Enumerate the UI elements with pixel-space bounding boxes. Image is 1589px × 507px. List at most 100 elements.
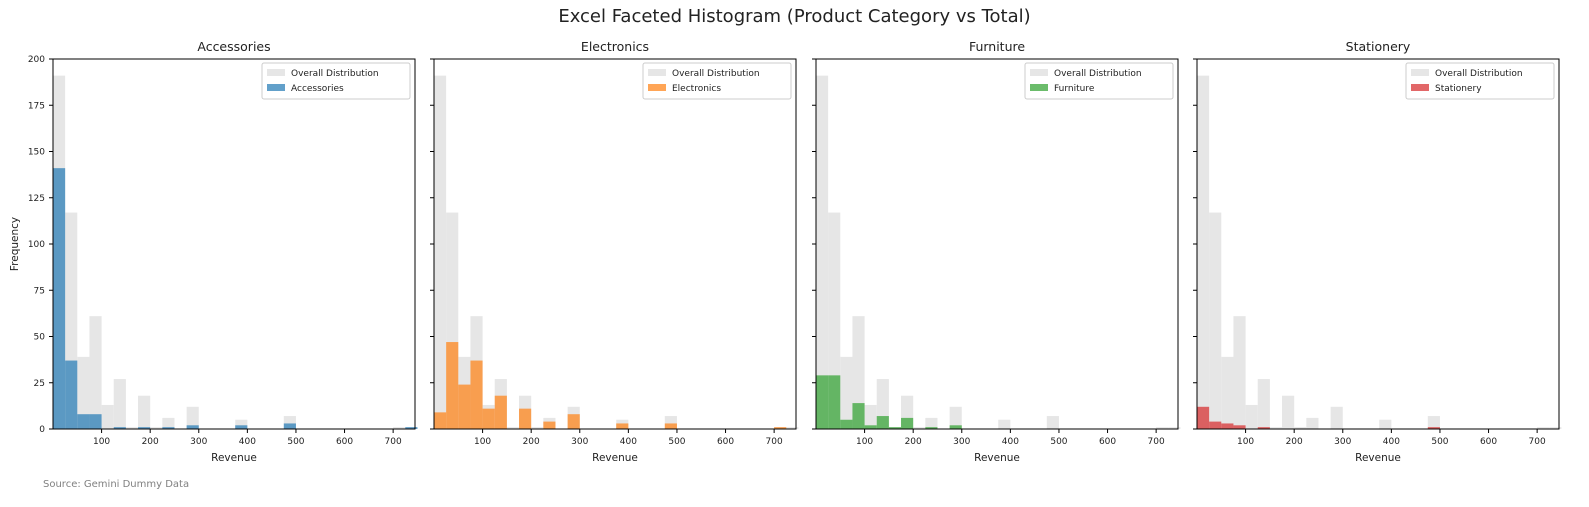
- x-tick-label: 700: [1148, 437, 1165, 447]
- x-tick-label: 400: [1002, 437, 1019, 447]
- x-tick-label: 400: [1383, 437, 1400, 447]
- panel-frame: [815, 58, 1179, 430]
- overall-bar: [1549, 427, 1562, 429]
- legend-swatch-overall: [648, 69, 666, 76]
- legend-label-overall: Overall Distribution: [672, 69, 760, 79]
- legend-label-accessories: Accessories: [291, 84, 344, 94]
- accessories-bar: [113, 427, 126, 429]
- overall-bar: [1330, 406, 1343, 429]
- furniture-bar: [888, 427, 902, 429]
- x-tick-label: 600: [336, 437, 353, 447]
- accessories-bar: [162, 427, 175, 429]
- x-tick-label: 600: [717, 437, 734, 447]
- x-tick-label: 200: [905, 437, 922, 447]
- x-tick-label: 100: [1237, 437, 1254, 447]
- furniture-bar: [864, 425, 877, 429]
- overall-bar: [786, 427, 799, 429]
- x-tick-label: 500: [1431, 437, 1448, 447]
- legend-box: [261, 62, 411, 100]
- overall-bar: [186, 406, 199, 429]
- furniture-bar: [852, 403, 865, 429]
- x-tick-label: 400: [239, 437, 256, 447]
- accessories-bar: [53, 168, 66, 429]
- accessories-bar: [235, 425, 248, 429]
- y-tick-label: 125: [28, 194, 45, 204]
- stationery-bar: [1221, 423, 1234, 429]
- overall-bar: [150, 427, 163, 429]
- accessories-bar: [186, 425, 199, 429]
- stationery-bar: [1209, 421, 1222, 429]
- figure-title: Excel Faceted Histogram (Product Categor…: [558, 6, 1031, 27]
- electronics-bar: [494, 395, 507, 429]
- panel-frame: [1196, 58, 1560, 430]
- x-axis-label: Revenue: [1355, 452, 1401, 464]
- x-tick-label: 300: [571, 437, 588, 447]
- legend-label-overall: Overall Distribution: [291, 69, 379, 79]
- overall-bar: [138, 395, 151, 429]
- overall-bar: [434, 75, 447, 430]
- legend-swatch-overall: [267, 69, 285, 76]
- electronics-bar: [434, 412, 447, 429]
- panel-frame: [433, 58, 797, 430]
- electronics-bar: [543, 421, 556, 429]
- legend-swatch-accessories: [267, 84, 285, 91]
- overall-bar: [1282, 395, 1295, 429]
- y-tick-label: 25: [34, 379, 45, 389]
- overall-bar: [89, 316, 102, 429]
- legend-swatch-overall: [1030, 69, 1048, 76]
- y-tick-label: 200: [28, 55, 45, 65]
- y-tick-label: 175: [28, 101, 45, 111]
- x-tick-label: 200: [142, 437, 159, 447]
- x-tick-label: 400: [620, 437, 637, 447]
- legend-swatch-electronics: [648, 84, 666, 91]
- furniture-bar: [816, 375, 829, 429]
- x-tick-label: 600: [1480, 437, 1497, 447]
- legend-label-stationery: Stationery: [1435, 84, 1482, 94]
- overall-bar: [925, 417, 938, 429]
- overall-bar: [1168, 427, 1181, 429]
- furniture-bar: [828, 375, 841, 429]
- x-tick-label: 700: [1529, 437, 1546, 447]
- x-tick-label: 100: [856, 437, 873, 447]
- accessories-bar: [283, 423, 296, 429]
- x-tick-label: 300: [1334, 437, 1351, 447]
- electronics-bar: [774, 427, 787, 429]
- overall-bar: [1537, 427, 1550, 429]
- stationery-bar: [1427, 427, 1440, 429]
- overall-bar: [913, 427, 926, 429]
- x-tick-label: 700: [385, 437, 402, 447]
- panel-title-accessories: Accessories: [197, 39, 270, 54]
- x-tick-label: 700: [766, 437, 783, 447]
- overall-bar: [393, 427, 406, 429]
- overall-bar: [1245, 404, 1258, 429]
- overall-bar: [1427, 416, 1440, 429]
- overall-bar: [949, 406, 962, 429]
- legend-box: [1405, 62, 1555, 100]
- panel-title-stationery: Stationery: [1346, 39, 1411, 54]
- electronics-bar: [616, 423, 629, 429]
- legend-box: [1024, 62, 1174, 100]
- x-tick-label: 300: [953, 437, 970, 447]
- overall-bar: [506, 427, 520, 429]
- x-tick-label: 600: [1099, 437, 1116, 447]
- accessories-bar: [77, 414, 90, 429]
- electronics-bar: [519, 408, 532, 429]
- overall-bar: [125, 427, 139, 429]
- overall-bar: [1156, 427, 1169, 429]
- x-tick-label: 500: [287, 437, 304, 447]
- electronics-bar: [664, 423, 677, 429]
- source-note: Source: Gemini Dummy Data: [43, 479, 190, 490]
- x-tick-label: 200: [1286, 437, 1303, 447]
- panel-title-furniture: Furniture: [969, 39, 1025, 54]
- electronics-bar: [470, 360, 483, 429]
- x-axis-label: Revenue: [211, 452, 257, 464]
- x-tick-label: 500: [668, 437, 685, 447]
- overall-bar: [162, 417, 175, 429]
- stationery-bar: [1257, 427, 1270, 429]
- legend-label-overall: Overall Distribution: [1435, 69, 1523, 79]
- electronics-bar: [446, 342, 459, 429]
- overall-bar: [1233, 316, 1246, 429]
- x-tick-label: 100: [474, 437, 491, 447]
- accessories-bar: [65, 360, 78, 429]
